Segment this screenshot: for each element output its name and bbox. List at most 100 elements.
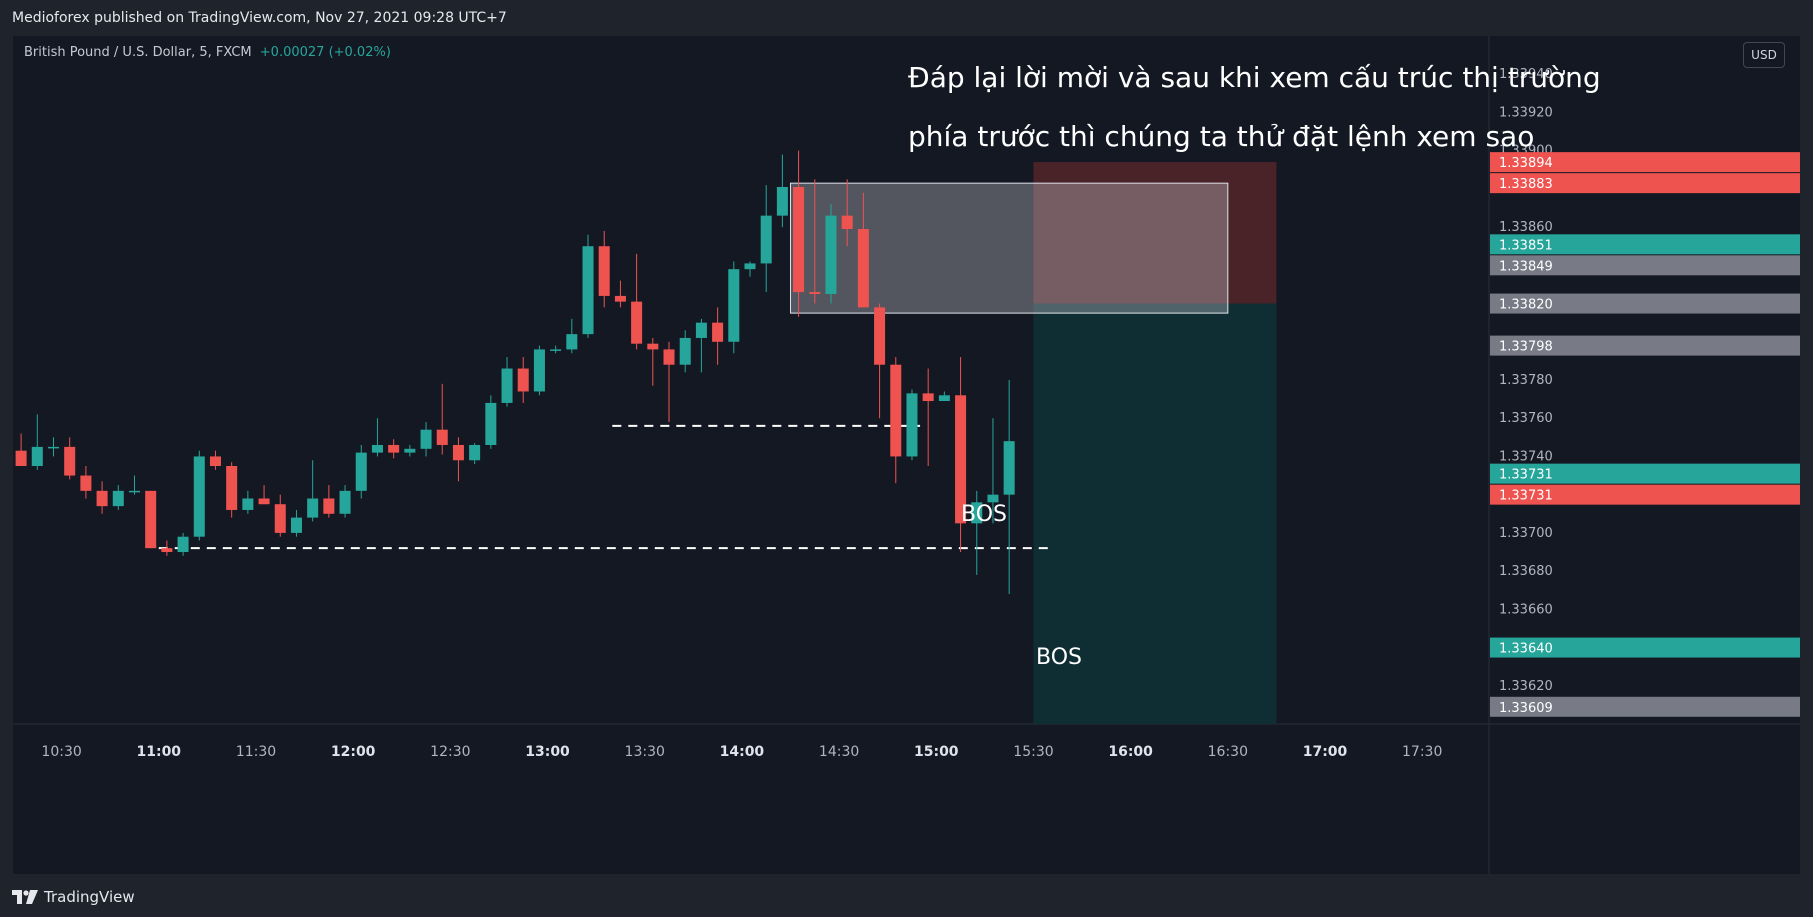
candle bbox=[857, 192, 869, 308]
candle bbox=[226, 462, 238, 518]
candle-body bbox=[971, 502, 983, 524]
candle-body bbox=[598, 246, 610, 296]
x-tick-label: 17:30 bbox=[1402, 744, 1442, 760]
candle bbox=[31, 414, 43, 470]
candle-body bbox=[793, 186, 805, 293]
x-tick-label: 14:00 bbox=[720, 744, 765, 760]
candle bbox=[258, 485, 270, 505]
price-label: 1.33820 bbox=[1490, 293, 1800, 314]
candle bbox=[290, 509, 302, 537]
candle bbox=[112, 485, 124, 510]
price-label: 1.33731 bbox=[1490, 484, 1800, 505]
candle bbox=[906, 389, 918, 461]
y-tick-label: 1.33940 bbox=[1499, 67, 1553, 82]
candle bbox=[987, 418, 999, 524]
bos-label-upper: BOS bbox=[961, 502, 1007, 527]
candle-body bbox=[533, 349, 545, 392]
candle bbox=[145, 490, 157, 549]
candle-body bbox=[452, 444, 464, 461]
candle bbox=[436, 383, 448, 455]
candle bbox=[193, 450, 205, 541]
candle-body bbox=[339, 490, 351, 514]
x-tick-label: 13:30 bbox=[625, 744, 665, 760]
price-label-bg bbox=[1490, 234, 1800, 255]
candle bbox=[631, 253, 643, 350]
annotation-line-1: Đáp lại lời mời và sau khi xem cấu trúc … bbox=[908, 61, 1601, 94]
x-tick-label: 10:30 bbox=[41, 744, 81, 760]
y-tick-label: 1.33760 bbox=[1499, 411, 1553, 426]
y-tick-label: 1.33780 bbox=[1499, 373, 1553, 388]
x-tick-label: 15:30 bbox=[1013, 744, 1053, 760]
candle-body bbox=[193, 456, 205, 537]
candle-body bbox=[64, 446, 76, 476]
tradingview-brand[interactable]: TradingView bbox=[12, 888, 135, 906]
candle bbox=[890, 357, 902, 484]
candle bbox=[874, 303, 886, 419]
candle bbox=[614, 280, 626, 308]
candle-body bbox=[760, 215, 772, 264]
candle-body bbox=[744, 263, 756, 270]
symbol-legend[interactable]: British Pound / U.S. Dollar, 5, FXCM +0.… bbox=[24, 45, 391, 60]
candle bbox=[728, 261, 740, 354]
candle-body bbox=[841, 215, 853, 230]
candle bbox=[177, 532, 189, 556]
candle-body bbox=[550, 349, 562, 351]
published-info: Medioforex published on TradingView.com,… bbox=[12, 10, 507, 26]
price-label-bg bbox=[1490, 696, 1800, 717]
candle-body bbox=[712, 322, 724, 342]
candle bbox=[128, 475, 140, 495]
candle-body bbox=[47, 446, 60, 449]
candle bbox=[955, 357, 967, 552]
candle-body bbox=[857, 229, 869, 308]
candle-body bbox=[469, 444, 481, 461]
candle bbox=[355, 444, 367, 499]
price-label-text: 1.33798 bbox=[1499, 340, 1553, 355]
candle-body bbox=[290, 517, 302, 533]
candle bbox=[695, 318, 707, 373]
price-label: 1.33849 bbox=[1490, 255, 1800, 276]
candle-body bbox=[501, 368, 513, 403]
currency-button[interactable]: USD bbox=[1743, 42, 1785, 68]
candle-body bbox=[420, 429, 432, 449]
annotation-line-2: phía trước thì chúng ta thử đặt lệnh xem… bbox=[908, 120, 1535, 153]
candle bbox=[517, 357, 529, 403]
candle bbox=[679, 330, 691, 373]
candle bbox=[80, 466, 92, 499]
candle bbox=[533, 345, 545, 396]
y-tick-label: 1.33700 bbox=[1499, 526, 1553, 541]
price-label-text: 1.33640 bbox=[1499, 642, 1553, 657]
candle-body bbox=[566, 334, 578, 350]
candle bbox=[809, 179, 821, 304]
candle bbox=[501, 357, 513, 407]
candle bbox=[274, 494, 286, 537]
candle bbox=[825, 204, 837, 304]
price-label-text: 1.33849 bbox=[1499, 259, 1553, 274]
x-tick-label: 15:00 bbox=[914, 744, 959, 760]
candle bbox=[47, 437, 60, 457]
price-label-text: 1.33731 bbox=[1499, 468, 1553, 483]
take-profit-zone bbox=[1033, 303, 1277, 724]
x-tick-label: 14:30 bbox=[819, 744, 859, 760]
candle bbox=[307, 460, 319, 522]
candle bbox=[647, 337, 659, 386]
price-label-text: 1.33820 bbox=[1499, 298, 1553, 313]
stop-loss-zone bbox=[1033, 162, 1277, 304]
candle-body bbox=[695, 322, 707, 338]
candle bbox=[404, 444, 416, 457]
candle-body bbox=[987, 494, 999, 503]
candle bbox=[922, 368, 934, 466]
candle bbox=[598, 230, 610, 308]
candlestick-chart[interactable]: 1.339401.339201.339001.338801.338601.338… bbox=[13, 36, 1800, 874]
symbol-change: +0.00027 (+0.02%) bbox=[259, 45, 391, 60]
candle bbox=[388, 439, 400, 459]
candle bbox=[971, 490, 983, 575]
price-label: 1.33851 bbox=[1490, 234, 1800, 255]
candle-body bbox=[890, 364, 902, 457]
price-label: 1.33609 bbox=[1490, 696, 1800, 717]
bos-label-lower: BOS bbox=[1036, 645, 1082, 670]
x-tick-label: 12:00 bbox=[331, 744, 376, 760]
order-block-box bbox=[789, 182, 1229, 314]
candle-body bbox=[614, 295, 626, 302]
candle-body bbox=[1003, 441, 1015, 495]
candle bbox=[841, 179, 853, 247]
